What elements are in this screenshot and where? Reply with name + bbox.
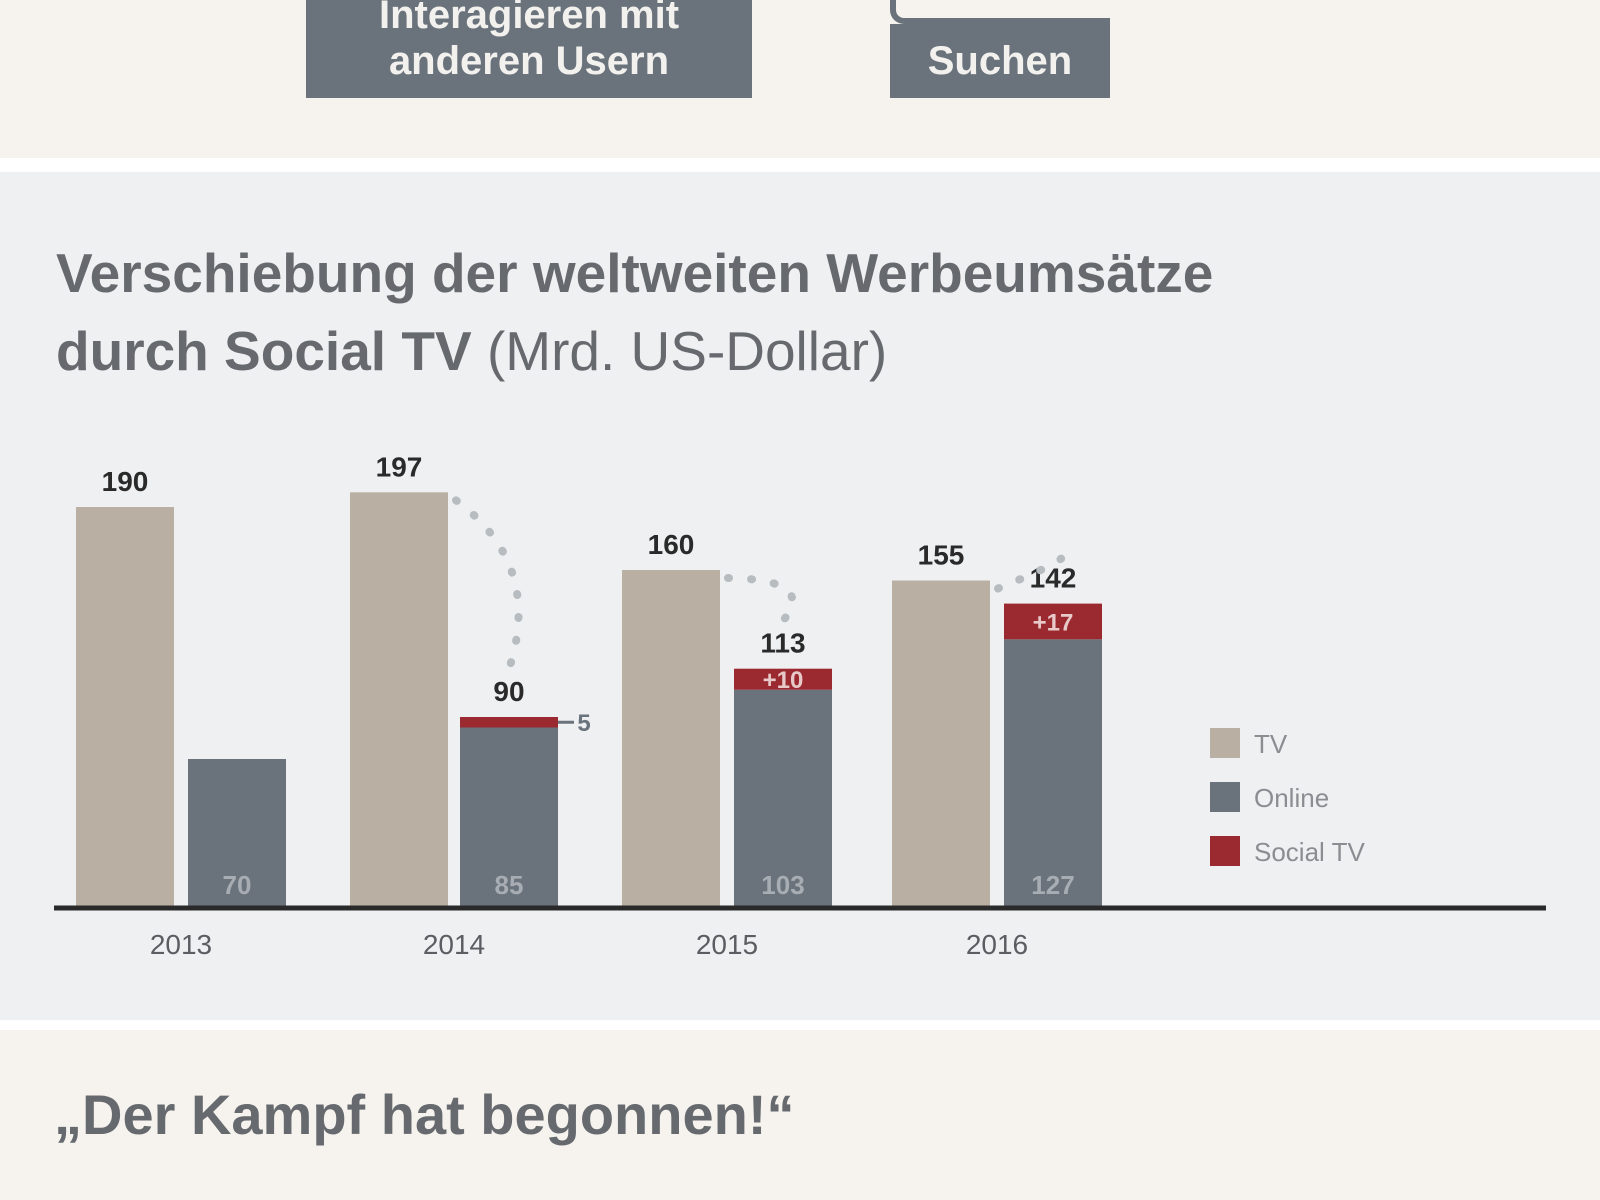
bar-tv-2014 [350, 492, 448, 906]
label-social-tv-2014: 5 [577, 710, 590, 737]
divider-top [0, 158, 1600, 172]
tag-interagieren-line-2: anderen Usern [388, 39, 670, 83]
label-total-2016: 142 [1030, 563, 1077, 594]
legend-swatch-tv [1210, 728, 1240, 758]
legend-swatch-online [1210, 782, 1240, 812]
shift-arrow-2015 [724, 574, 797, 625]
legend-label-social-tv: Social TV [1254, 837, 1365, 867]
bar-tv-2015 [622, 570, 720, 906]
bar-social-tv-2016 [1004, 603, 1102, 640]
label-online-2014: 85 [495, 870, 524, 900]
tag-interagieren-line-1: Interagieren mit [378, 0, 680, 37]
bar-online-2014 [460, 727, 558, 906]
label-social-tv-2015: +10 [763, 667, 804, 694]
bar-tv-2016 [892, 580, 990, 906]
shift-arrow-2014 [452, 496, 523, 673]
label-social-tv-2016: +17 [1033, 609, 1074, 636]
bar-online-2016 [1004, 639, 1102, 906]
bar-tv-2013 [76, 507, 174, 906]
legend-label-online: Online [1254, 783, 1329, 813]
label-online-2013: 70 [223, 870, 252, 900]
label-online-2016: 127 [1031, 870, 1074, 900]
label-tv-2015: 160 [648, 529, 695, 560]
top-band [0, 0, 1600, 160]
label-tv-2014: 197 [376, 451, 423, 482]
tag-suchen: Suchen [890, 24, 1110, 98]
chart-title-unit: (Mrd. US-Dollar) [486, 320, 888, 382]
chart-title: Verschiebung der weltweiten Werbeumsätze… [56, 234, 1556, 390]
chart-title-line-1: Verschiebung der weltweiten Werbeumsätze [56, 242, 1214, 304]
x-tick-2014: 2014 [423, 929, 485, 960]
bar-online-2013 [188, 759, 286, 906]
bar-social-tv-2014 [460, 717, 558, 728]
quote-heading: „Der Kampf hat begonnen!“ [54, 1083, 795, 1146]
legend-swatch-social-tv [1210, 836, 1240, 866]
x-tick-2015: 2015 [696, 929, 758, 960]
label-online-2015: 103 [761, 870, 804, 900]
x-tick-2013: 2013 [150, 929, 212, 960]
tag-notch [890, 0, 1110, 24]
legend-label-tv: TV [1254, 729, 1288, 759]
divider-bottom [0, 1020, 1600, 1030]
label-tv-2016: 155 [918, 540, 965, 571]
tag-interagieren: Interagieren mit anderen Usern [306, 0, 752, 98]
x-tick-2016: 2016 [966, 929, 1028, 960]
bar-online-2015 [734, 689, 832, 906]
label-tv-2013: 190 [102, 466, 149, 497]
chart-title-line-2: durch Social TV [56, 320, 472, 382]
label-total-2014: 90 [493, 676, 524, 707]
label-total-2015: 113 [760, 628, 805, 659]
bar-social-tv-2015 [734, 668, 832, 690]
